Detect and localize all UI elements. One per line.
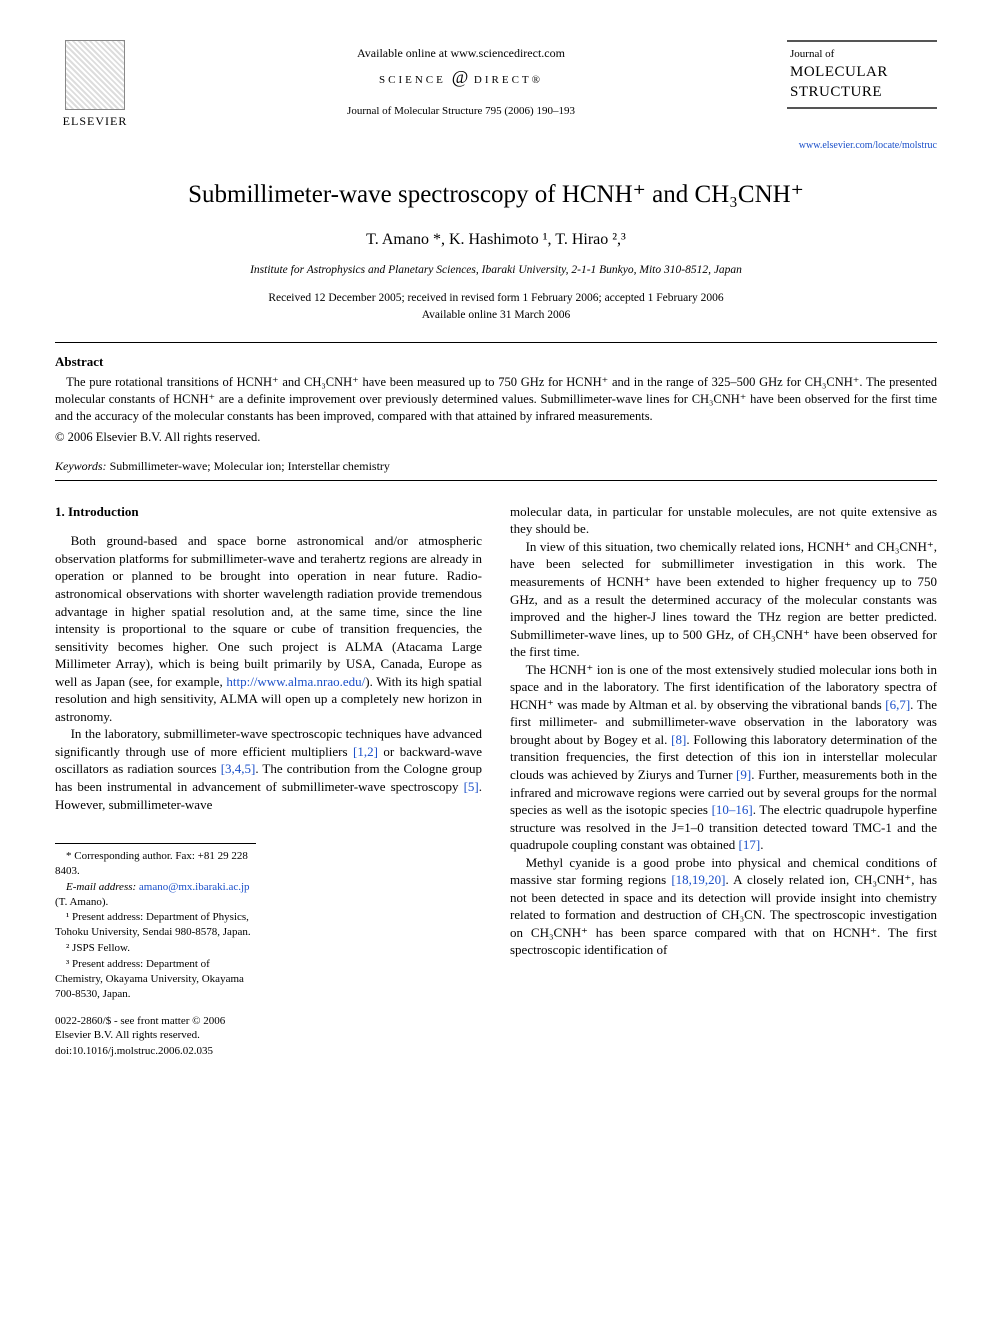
ref-link-18-20[interactable]: [18,19,20]: [671, 872, 725, 887]
article-title: Submillimeter-wave spectroscopy of HCNH⁺…: [55, 178, 937, 212]
sd-logo-right: DIRECT®: [474, 74, 543, 86]
abstract-copyright: © 2006 Elsevier B.V. All rights reserved…: [55, 429, 937, 446]
intro-para-3: In view of this situation, two chemicall…: [510, 538, 937, 661]
available-online-text: Available online at www.sciencedirect.co…: [135, 45, 787, 61]
journal-homepage-link[interactable]: www.elsevier.com/locate/molstruc: [55, 139, 937, 153]
keywords-text: Submillimeter-wave; Molecular ion; Inter…: [107, 459, 390, 473]
intro-para-5: Methyl cyanide is a good probe into phys…: [510, 854, 937, 959]
issn-line: 0022-2860/$ - see front matter © 2006 El…: [55, 1014, 256, 1044]
available-online-date: Available online 31 March 2006: [55, 308, 937, 324]
sciencedirect-logo: SCIENCE @ DIRECT®: [135, 65, 787, 89]
email-suffix: (T. Amano).: [55, 896, 108, 908]
intro-para-2: In the laboratory, submillimeter-wave sp…: [55, 725, 482, 813]
sd-logo-left: SCIENCE: [379, 74, 446, 86]
abstract-heading: Abstract: [55, 353, 937, 371]
keywords-label: Keywords:: [55, 459, 107, 473]
alma-url-link[interactable]: http://www.alma.nrao.edu/: [226, 674, 365, 689]
intro-para-2-cont: molecular data, in particular for unstab…: [510, 503, 937, 538]
keywords-line: Keywords: Submillimeter-wave; Molecular …: [55, 458, 937, 474]
journal-name-line1: MOLECULAR: [790, 62, 934, 82]
footnotes-block: * Corresponding author. Fax: +81 29 228 …: [55, 843, 256, 1059]
intro-para-4: The HCNH⁺ ion is one of the most extensi…: [510, 661, 937, 854]
publisher-name: ELSEVIER: [55, 113, 135, 129]
email-label: E-mail address:: [66, 881, 136, 893]
body-columns: 1. Introduction Both ground-based and sp…: [55, 503, 937, 1060]
ref-link-5[interactable]: [5]: [464, 779, 479, 794]
divider-bottom: [55, 480, 937, 481]
abstract-text: The pure rotational transitions of HCNH⁺…: [55, 374, 937, 425]
elsevier-tree-icon: [65, 40, 125, 110]
received-dates: Received 12 December 2005; received in r…: [55, 291, 937, 307]
doi-line: doi:10.1016/j.molstruc.2006.02.035: [55, 1044, 256, 1059]
section-1-heading: 1. Introduction: [55, 503, 482, 521]
publisher-logo: ELSEVIER: [55, 40, 135, 129]
author-email-link[interactable]: amano@mx.ibaraki.ac.jp: [139, 881, 250, 893]
divider-top: [55, 342, 937, 343]
ref-link-9[interactable]: [9]: [736, 767, 751, 782]
ref-link-10-16[interactable]: [10–16]: [712, 802, 753, 817]
abstract-body: The pure rotational transitions of HCNH⁺…: [55, 375, 937, 423]
journal-name-line2: STRUCTURE: [790, 82, 934, 102]
corresponding-author-note: * Corresponding author. Fax: +81 29 228 …: [55, 849, 256, 879]
footnote-1: ¹ Present address: Department of Physics…: [55, 910, 256, 940]
journal-of-label: Journal of: [790, 47, 934, 62]
p1-text-a: Both ground-based and space borne astron…: [55, 533, 482, 688]
ref-link-17[interactable]: [17]: [739, 837, 761, 852]
p4-text-f: .: [760, 837, 763, 852]
journal-title-box: Journal of MOLECULAR STRUCTURE: [787, 40, 937, 109]
affiliation: Institute for Astrophysics and Planetary…: [55, 263, 937, 279]
header-center: Available online at www.sciencedirect.co…: [135, 40, 787, 119]
ref-link-6-7[interactable]: [6,7]: [885, 697, 910, 712]
journal-title-box-wrapper: Journal of MOLECULAR STRUCTURE: [787, 40, 937, 109]
sd-logo-at-icon: @: [452, 67, 469, 87]
footnote-3: ³ Present address: Department of Chemist…: [55, 957, 256, 1002]
footnote-2: ² JSPS Fellow.: [55, 941, 256, 956]
intro-para-1: Both ground-based and space borne astron…: [55, 532, 482, 725]
journal-reference: Journal of Molecular Structure 795 (2006…: [135, 104, 787, 119]
ref-link-3-4-5[interactable]: [3,4,5]: [221, 761, 256, 776]
email-line: E-mail address: amano@mx.ibaraki.ac.jp (…: [55, 880, 256, 910]
journal-header: ELSEVIER Available online at www.science…: [55, 40, 937, 129]
ref-link-1-2[interactable]: [1,2]: [353, 744, 378, 759]
ref-link-8[interactable]: [8]: [671, 732, 686, 747]
authors-line: T. Amano *, K. Hashimoto ¹, T. Hirao ²,³: [55, 229, 937, 251]
p4-text-a: The HCNH⁺ ion is one of the most extensi…: [510, 662, 937, 712]
doi-block: 0022-2860/$ - see front matter © 2006 El…: [55, 1014, 256, 1060]
